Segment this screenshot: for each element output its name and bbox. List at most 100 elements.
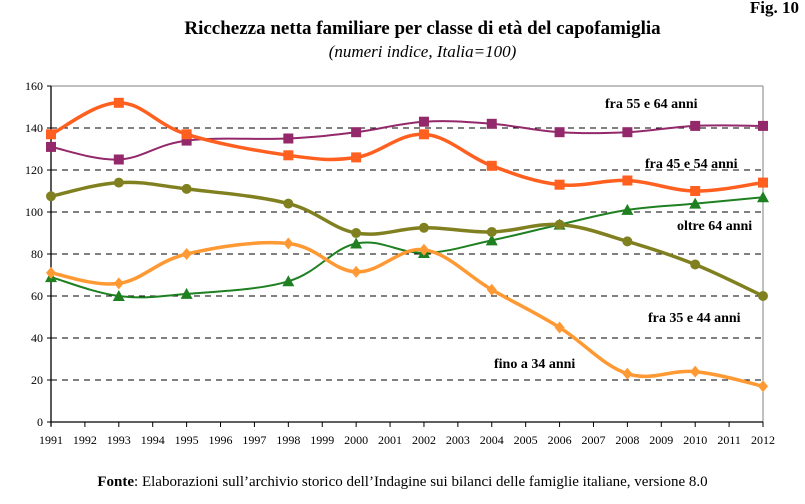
data-point-fra-45-e-54-anni bbox=[758, 177, 768, 188]
data-point-fra-55-e-64-anni bbox=[181, 135, 192, 146]
x-tick-label: 2008 bbox=[615, 433, 639, 447]
data-point-fino-a-34-anni bbox=[181, 248, 192, 260]
x-tick-label: 2005 bbox=[514, 433, 538, 447]
x-tick-label: 1993 bbox=[107, 433, 131, 447]
data-point-fra-35-e-44-anni bbox=[554, 219, 565, 230]
x-tick-label: 1998 bbox=[276, 433, 300, 447]
x-tick-label: 2003 bbox=[446, 433, 470, 447]
x-tick-label: 1996 bbox=[209, 433, 233, 447]
data-point-fra-45-e-54-anni bbox=[351, 152, 362, 163]
data-point-fra-35-e-44-anni bbox=[351, 228, 362, 238]
x-axis-ticks: 1991 1992 1993 1994 1995 1996 1997 1998 1999 2000… bbox=[39, 422, 775, 447]
x-tick-label: 1991 bbox=[39, 433, 63, 447]
data-point-oltre-64-anni bbox=[485, 234, 498, 246]
data-point-fra-45-e-54-anni bbox=[486, 160, 497, 171]
data-point-oltre-64-anni bbox=[621, 203, 634, 215]
data-point-fino-a-34-anni bbox=[486, 283, 497, 296]
data-point-oltre-64-anni bbox=[689, 197, 702, 209]
series-markers bbox=[45, 97, 769, 393]
x-tick-label: 1994 bbox=[141, 433, 165, 447]
data-point-fra-55-e-64-anni bbox=[283, 133, 294, 144]
series-line-fra-35-e-44-anni bbox=[49, 180, 765, 298]
x-tick-label: 2004 bbox=[480, 433, 504, 447]
data-point-fino-a-34-anni bbox=[283, 237, 294, 250]
data-point-fra-45-e-54-anni bbox=[418, 129, 429, 140]
data-point-fra-55-e-64-anni bbox=[351, 127, 362, 138]
x-tick-label: 2010 bbox=[683, 433, 707, 447]
data-point-fino-a-34-anni bbox=[113, 277, 124, 290]
data-point-fra-35-e-44-anni bbox=[486, 226, 497, 237]
x-tick-label: 2001 bbox=[378, 433, 402, 447]
x-tick-label: 2009 bbox=[649, 433, 673, 447]
data-point-fra-55-e-64-anni bbox=[622, 127, 633, 138]
series-lines bbox=[49, 101, 765, 389]
data-point-fra-35-e-44-anni bbox=[46, 191, 56, 202]
data-point-oltre-64-anni bbox=[757, 191, 769, 203]
y-tick-label: 40 bbox=[31, 331, 43, 345]
source-text: : Elaborazioni sull’archivio storico del… bbox=[134, 474, 708, 490]
chart-title: Ricchezza netta familiare per classe di … bbox=[184, 18, 661, 39]
data-point-fra-45-e-54-anni bbox=[181, 129, 192, 140]
x-tick-label: 1997 bbox=[242, 433, 266, 447]
data-point-fra-35-e-44-anni bbox=[418, 222, 429, 233]
data-point-fra-55-e-64-anni bbox=[418, 116, 429, 127]
y-tick-label: 100 bbox=[25, 205, 43, 219]
series-line-fra-45-e-54-anni bbox=[49, 101, 765, 193]
y-tick-label: 20 bbox=[31, 373, 43, 387]
source-label: Fonte bbox=[97, 474, 135, 490]
y-tick-label: 0 bbox=[37, 415, 43, 429]
data-point-oltre-64-anni bbox=[350, 237, 363, 249]
series-label-fra-55-e-64-anni: fra 55 e 64 anni bbox=[605, 97, 698, 112]
x-tick-label: 2006 bbox=[548, 433, 572, 447]
y-tick-label: 120 bbox=[25, 163, 43, 177]
data-point-fra-55-e-64-anni bbox=[46, 141, 56, 152]
data-point-oltre-64-anni bbox=[112, 290, 125, 301]
data-point-fra-45-e-54-anni bbox=[283, 150, 294, 161]
series-line-fra-55-e-64-anni bbox=[50, 120, 764, 161]
data-point-fra-35-e-44-anni bbox=[690, 259, 701, 270]
data-point-fino-a-34-anni bbox=[690, 365, 701, 378]
y-tick-label: 80 bbox=[31, 247, 43, 261]
series-label-fino-a-34-anni: fino a 34 anni bbox=[494, 357, 575, 372]
data-point-fino-a-34-anni bbox=[418, 243, 429, 256]
data-point-fino-a-34-anni bbox=[622, 367, 633, 380]
data-point-fra-55-e-64-anni bbox=[690, 120, 701, 131]
series-label-fra-45-e-54-anni: fra 45 e 54 anni bbox=[645, 157, 738, 172]
y-tick-label: 160 bbox=[25, 79, 43, 93]
data-point-fra-35-e-44-anni bbox=[113, 177, 124, 188]
data-point-oltre-64-anni bbox=[180, 287, 193, 299]
data-point-fra-35-e-44-anni bbox=[181, 183, 192, 194]
data-point-fra-55-e-64-anni bbox=[113, 154, 124, 165]
x-tick-label: 2002 bbox=[412, 433, 436, 447]
data-point-fino-a-34-anni bbox=[46, 266, 56, 279]
x-tick-label: 2012 bbox=[751, 433, 775, 447]
data-point-fra-45-e-54-anni bbox=[690, 186, 701, 196]
chart-subtitle: (numeri indice, Italia=100) bbox=[328, 42, 517, 61]
gridlines bbox=[51, 127, 763, 381]
data-point-fra-45-e-54-anni bbox=[554, 179, 565, 190]
y-tick-label: 140 bbox=[25, 121, 43, 135]
source-note: Fonte: Elaborazioni sull’archivio storic… bbox=[0, 474, 805, 491]
data-point-fra-35-e-44-anni bbox=[283, 198, 294, 209]
y-axis-ticks: 0 20 40 60 80 100 120 140 160 bbox=[25, 79, 51, 429]
data-point-fino-a-34-anni bbox=[554, 321, 565, 334]
data-point-fra-35-e-44-anni bbox=[758, 291, 768, 301]
x-tick-label: 2000 bbox=[344, 433, 368, 447]
data-point-fra-35-e-44-anni bbox=[622, 236, 633, 247]
y-tick-label: 60 bbox=[31, 289, 43, 303]
data-point-fra-55-e-64-anni bbox=[554, 127, 565, 138]
x-tick-label: 1999 bbox=[310, 433, 334, 447]
data-point-fra-55-e-64-anni bbox=[486, 118, 497, 129]
series-label-oltre-64-anni: oltre 64 anni bbox=[677, 219, 752, 234]
x-tick-label: 1992 bbox=[73, 433, 97, 447]
data-point-fra-55-e-64-anni bbox=[758, 120, 768, 131]
series-label-fra-35-e-44-anni: fra 35 e 44 anni bbox=[648, 311, 741, 326]
data-point-fra-45-e-54-anni bbox=[46, 129, 56, 140]
series-line-oltre-64-anni bbox=[50, 196, 764, 299]
axes bbox=[50, 85, 764, 426]
x-tick-label: 2007 bbox=[581, 433, 605, 447]
data-point-fino-a-34-anni bbox=[351, 265, 362, 278]
x-tick-label: 1995 bbox=[175, 433, 199, 447]
data-point-fra-45-e-54-anni bbox=[622, 175, 633, 186]
